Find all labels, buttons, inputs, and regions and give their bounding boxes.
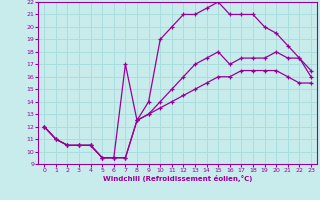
X-axis label: Windchill (Refroidissement éolien,°C): Windchill (Refroidissement éolien,°C) (103, 175, 252, 182)
